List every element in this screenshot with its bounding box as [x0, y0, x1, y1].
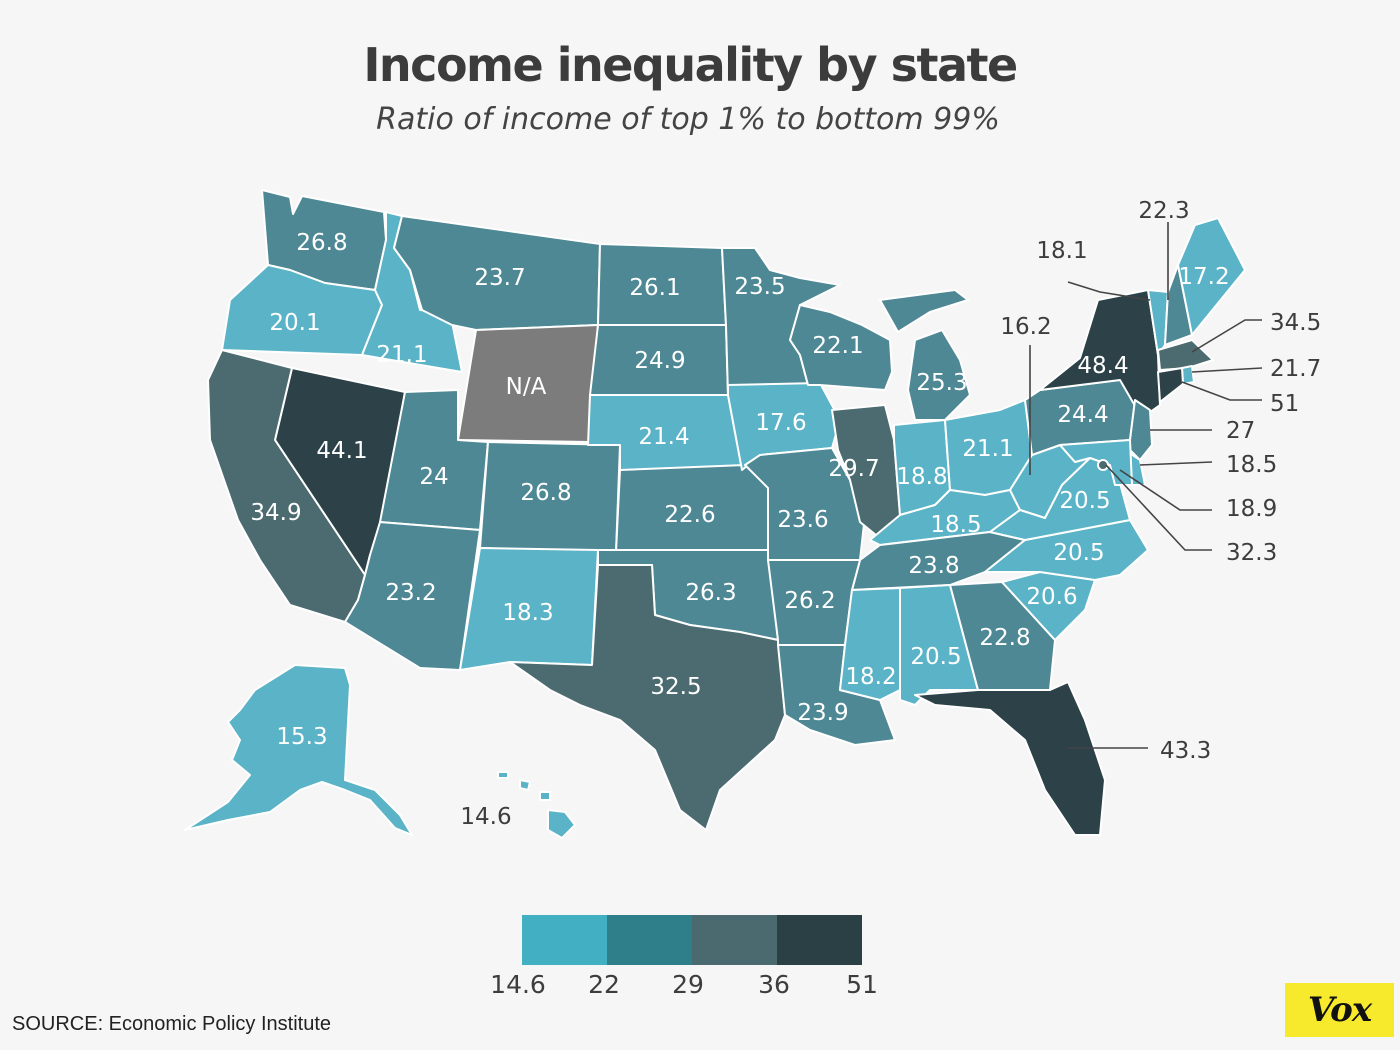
state-ga	[949, 581, 1056, 691]
label-or: 20.1	[269, 310, 320, 336]
label-il: 29.7	[828, 456, 879, 482]
label-nd: 26.1	[629, 275, 680, 301]
label-ne: 21.4	[638, 424, 689, 450]
label-va: 20.5	[1059, 488, 1110, 514]
state-sc	[1001, 571, 1096, 641]
label-me: 17.2	[1178, 264, 1229, 290]
state-dc	[1097, 459, 1109, 471]
legend-swatch-3	[692, 915, 777, 965]
label-ut: 24	[419, 464, 448, 490]
label-mn: 23.5	[734, 274, 785, 300]
label-in: 18.8	[896, 464, 947, 490]
label-ma: 34.5	[1270, 310, 1321, 336]
label-wv: 16.2	[1000, 314, 1051, 340]
legend-swatch-1	[522, 915, 607, 965]
map-title: Income inequality by state	[363, 38, 1018, 92]
leader-ri	[1191, 367, 1263, 373]
label-fl: 43.3	[1160, 738, 1211, 764]
label-mo: 23.6	[777, 507, 828, 533]
label-ar: 26.2	[784, 588, 835, 614]
label-oh: 21.1	[962, 436, 1013, 462]
leader-md	[1119, 469, 1212, 511]
label-dc: 32.3	[1226, 540, 1277, 566]
state-tx	[509, 564, 786, 831]
label-ga: 22.8	[979, 625, 1030, 651]
leader-de	[1139, 461, 1213, 466]
vox-logo: Vox	[1285, 983, 1394, 1037]
label-sc: 20.6	[1026, 584, 1077, 610]
label-ks: 22.6	[664, 502, 715, 528]
label-mi: 25.3	[916, 370, 967, 396]
leader-vt	[1067, 281, 1151, 301]
label-pa: 24.4	[1057, 402, 1108, 428]
legend-swatch-4	[777, 915, 862, 965]
label-de: 18.5	[1226, 452, 1277, 478]
label-wi: 22.1	[812, 333, 863, 359]
label-ms: 18.2	[845, 664, 896, 690]
label-ok: 26.3	[685, 580, 736, 606]
state-az	[344, 521, 481, 671]
state-ca	[207, 349, 366, 623]
label-wy: N/A	[506, 374, 547, 400]
label-nc: 20.5	[1053, 540, 1104, 566]
label-mt: 23.7	[474, 265, 525, 291]
label-ny: 48.4	[1077, 353, 1128, 379]
leader-dc	[1105, 464, 1212, 551]
label-nj: 27	[1226, 418, 1255, 444]
leader-ma	[1191, 319, 1262, 353]
legend-tick: 29	[672, 970, 704, 999]
label-wa: 26.8	[296, 230, 347, 256]
legend-tick: 22	[588, 970, 620, 999]
state-mi	[879, 289, 971, 421]
label-id: 21.1	[376, 342, 427, 368]
source-note: SOURCE: Economic Policy Institute	[12, 1013, 331, 1035]
state-hi	[497, 771, 576, 839]
label-ak: 15.3	[276, 724, 327, 750]
legend-color-scale	[522, 915, 862, 965]
label-nm: 18.3	[502, 600, 553, 626]
label-co: 26.8	[520, 480, 571, 506]
state-fl	[914, 681, 1106, 836]
label-tn: 23.8	[908, 553, 959, 579]
legend-swatch-2	[607, 915, 692, 965]
label-ky: 18.5	[930, 512, 981, 538]
state-labels: 26.8 20.1 21.1 23.7 N/A 26.1 24.9 23.5 2…	[250, 198, 1321, 830]
label-al: 20.5	[910, 644, 961, 670]
state-ct	[1157, 367, 1184, 403]
label-la: 23.9	[797, 700, 848, 726]
state-ak	[184, 664, 413, 836]
label-vt: 18.1	[1036, 238, 1087, 264]
legend-tick: 36	[758, 970, 790, 999]
leader-lines	[1029, 222, 1263, 749]
label-hi: 14.6	[460, 804, 511, 830]
state-wi	[789, 304, 893, 391]
label-tx: 32.5	[650, 674, 701, 700]
label-nv: 44.1	[316, 438, 367, 464]
leader-ct	[1181, 381, 1262, 401]
map-subtitle: Ratio of income of top 1% to bottom 99%	[376, 102, 1000, 137]
label-ct: 51	[1270, 391, 1299, 417]
label-sd: 24.9	[634, 348, 685, 374]
legend-tick: 51	[846, 970, 878, 999]
label-md: 18.9	[1226, 496, 1277, 522]
label-ia: 17.6	[755, 410, 806, 436]
label-ca: 34.9	[250, 500, 301, 526]
label-az: 23.2	[385, 580, 436, 606]
label-nh: 22.3	[1138, 198, 1189, 224]
legend-ticks: 14.6 22 29 36 51	[478, 970, 898, 1004]
legend-tick: 14.6	[490, 970, 546, 999]
label-ri: 21.7	[1270, 356, 1321, 382]
state-me	[1177, 217, 1246, 336]
